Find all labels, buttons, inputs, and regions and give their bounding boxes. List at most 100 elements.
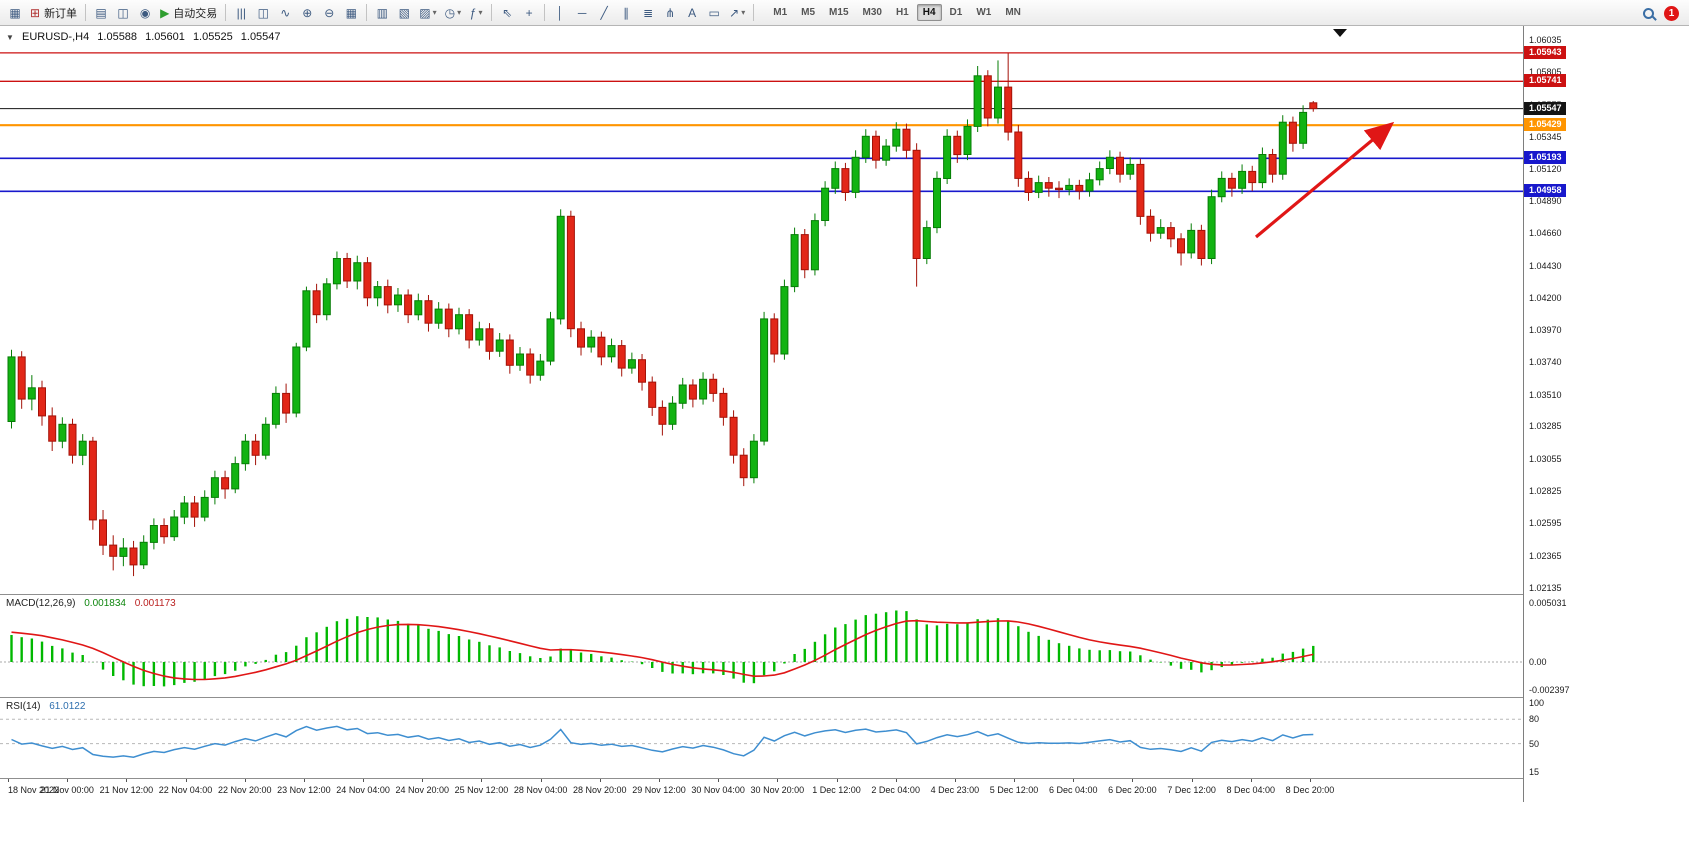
cursor-button[interactable]: ⇖ [496,3,518,23]
vertical-line-icon: │ [556,5,564,20]
candle-body [190,502,199,518]
candle-body [271,392,280,425]
candle-body [1146,215,1155,234]
templates-button[interactable]: ▨ ▾ [415,3,440,23]
candle-body [1166,227,1175,240]
timeframe-mn-button[interactable]: MN [1005,7,1021,18]
candle-body [1075,184,1084,192]
crosshair-button[interactable]: + [518,3,540,23]
candle-body [1288,121,1297,144]
arrow-objects-button[interactable]: ↗ ▾ [725,3,749,23]
date-label: 30 Nov 04:00 [691,785,745,795]
price-tick-label: 1.02135 [1529,583,1562,593]
auto-trading-button[interactable]: ▶ 自动交易 [156,3,221,23]
candle-body [882,145,891,161]
bar-chart-mode-button[interactable]: ||| [230,3,252,23]
search-icon[interactable] [1643,7,1654,19]
chart-shift-marker[interactable] [1333,29,1347,37]
chart-plot-area[interactable] [0,0,1523,802]
price-axis[interactable]: 1.060351.058051.055751.053451.051201.048… [1523,26,1689,802]
price-tick-label: 1.03970 [1529,325,1562,336]
tile-windows-button[interactable]: ▦ [340,3,362,23]
new-chart-button[interactable]: ▦ [4,3,26,23]
timeframe-h4-button[interactable]: H4 [916,4,942,21]
time-tick [1073,779,1075,782]
zoom-out-button[interactable]: ⊖ [318,3,340,23]
text-button[interactable]: A [681,3,703,23]
notification-badge[interactable]: 1 [1664,5,1679,21]
price-tick-label: 1.02365 [1529,550,1562,561]
cursor-icon: ⇖ [502,5,513,20]
candle-body [38,387,46,417]
macd-axis-label: 0.005031 [1529,598,1567,608]
timeframe-m30-button[interactable]: M30 [862,7,882,18]
candle-body [566,215,575,330]
new-order-label: 新订单 [44,7,78,20]
timeframe-d1-button[interactable]: D1 [949,7,963,18]
candle-body [699,378,708,400]
timeframe-h1-button[interactable]: H1 [895,7,909,18]
macd-axis-label: 0.00 [1529,657,1547,667]
crosshair-icon: + [525,5,533,20]
trendline-button[interactable]: ╱ [593,3,615,23]
timeframe-m15-button[interactable]: M15 [829,7,849,18]
candlestick-mode-button[interactable]: ◫ [252,3,274,23]
rsi-axis-label: 15 [1529,767,1540,777]
fibonacci-retracement-button[interactable]: ≣ [637,3,659,23]
time-tick [363,779,365,782]
time-tick [244,779,246,782]
time-axis[interactable]: 18 Nov 2022 21 Nov 00:00 21 Nov 12:00 22 No… [0,779,1523,801]
candle-body [1156,227,1165,234]
time-tick [954,779,956,782]
toolbar-right: 1 [1643,0,1679,26]
navigator-button[interactable]: ◉ [134,3,156,23]
line-chart-mode-button[interactable]: ∿ [274,3,296,23]
arrange-windows-icon: ▥ [376,5,388,20]
arrange-windows-button[interactable]: ▥ [371,3,393,23]
candle-body [1034,182,1043,193]
toolbar-separator [85,4,87,21]
cascade-windows-button[interactable]: ▧ [393,3,415,23]
andrews-pitchfork-button[interactable]: ⋔ [659,3,681,23]
resistance-line-price-box: 1.05943 [1524,45,1566,59]
time-tick [185,779,187,782]
profiles-button[interactable]: ▤ [90,3,112,23]
vertical-line-button[interactable]: │ [549,3,571,23]
date-label: 28 Nov 04:00 [513,785,568,795]
periods-button[interactable]: ◷ ▾ [441,3,466,23]
text-label-button[interactable]: ▭ [703,3,725,23]
horizontal-line-button[interactable]: ─ [571,3,593,23]
time-tick [1191,779,1193,782]
new-order-button[interactable]: ⊞ 新订单 [26,3,81,23]
candle-body [1177,238,1185,254]
time-tick [1250,779,1252,782]
indicators-button[interactable]: ƒ ▾ [465,3,487,23]
trend-arrow-annotation[interactable] [1254,121,1395,239]
templates-caret-icon: ▾ [432,8,437,17]
candle-body [475,328,484,341]
candle-body [149,525,158,543]
candle-body [1065,184,1074,191]
date-label: 25 Nov 12:00 [454,785,509,795]
candle-body [617,345,626,369]
timeframe-m5-button[interactable]: M5 [801,7,816,18]
candle-body [627,359,636,369]
one-click-trading-toggle-icon[interactable]: ▼ [6,33,14,42]
templates-icon: ▨ [419,5,431,20]
candle-body [1044,182,1053,189]
timeframe-m1-button[interactable]: M1 [773,7,788,18]
equidistant-channel-button[interactable]: ∥ [615,3,637,23]
candle-body [505,339,514,366]
timeframe-w1-button[interactable]: W1 [976,7,992,18]
market-watch-button[interactable]: ◫ [112,3,134,23]
candle-body [241,440,250,465]
zoom-in-button[interactable]: ⊕ [296,3,318,23]
candle-body [231,463,240,490]
time-tick [836,779,838,782]
date-label: 8 Dec 20:00 [1285,785,1335,795]
candle-body [994,86,1002,119]
candle-body [394,294,402,306]
candle-body [455,314,463,330]
current-price-line-price-box: 1.05547 [1524,101,1566,115]
candle-body [1085,179,1094,192]
